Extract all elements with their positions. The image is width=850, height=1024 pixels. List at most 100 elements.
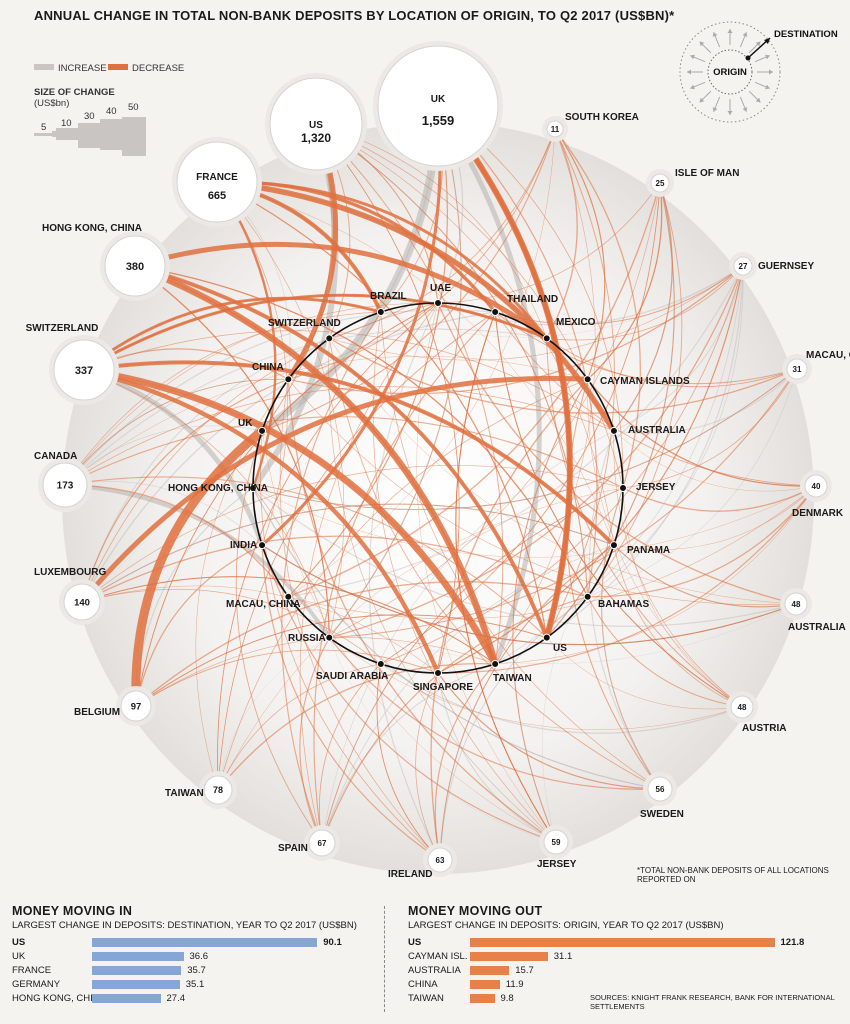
decrease-flow-ireland bbox=[261, 545, 441, 861]
destination-label-spain: SPAIN bbox=[278, 843, 308, 854]
decrease-flow-sweden bbox=[565, 379, 661, 790]
money-in-bars: US 90.1 UK 36.6 FRANCE 35.7 GERMANY 35.1 HONG KO… bbox=[12, 937, 372, 1007]
destination-label-uk: UK bbox=[431, 94, 446, 105]
decrease-flow-sweden bbox=[601, 487, 661, 790]
decrease-flow-luxembourg bbox=[81, 585, 439, 674]
direction-arrowhead bbox=[742, 32, 748, 37]
decrease-flow-sweden bbox=[328, 338, 661, 790]
destination-label-denmark: DENMARK bbox=[792, 508, 844, 519]
decrease-flow-isle-of-man bbox=[437, 182, 661, 304]
origin-node-switzerland bbox=[325, 334, 334, 343]
destination-node-isle-of-man bbox=[650, 173, 670, 193]
direction-arrowhead bbox=[727, 29, 733, 33]
increase-flow-jersey bbox=[437, 672, 557, 843]
bar-label-hong-kong-china: HONG KONG, CHINA bbox=[12, 993, 106, 1004]
direction-arrowhead bbox=[765, 54, 770, 60]
origin-node-australia bbox=[609, 426, 618, 435]
direction-arrowhead bbox=[755, 41, 761, 47]
destination-value-spain: 67 bbox=[318, 839, 327, 848]
decrease-flow-australia bbox=[613, 544, 797, 608]
increase-swatch bbox=[34, 64, 54, 70]
origin-node-us bbox=[542, 633, 551, 642]
decrease-flow-ireland bbox=[279, 379, 441, 861]
decrease-flows bbox=[64, 104, 817, 861]
decrease-flow-south-korea bbox=[546, 128, 578, 339]
destination-value-jersey: 59 bbox=[552, 838, 561, 847]
bar-value-hong-kong-china: 27.4 bbox=[166, 993, 186, 1004]
size-legend-unit: (US$bn) bbox=[34, 98, 69, 109]
decrease-flow-sweden bbox=[328, 637, 661, 790]
size-30: 30 bbox=[84, 111, 95, 122]
bar-row-hong-kong-china: HONG KONG, CHINA 27.4 bbox=[12, 993, 372, 1005]
destination-value-us: 1,320 bbox=[301, 131, 331, 145]
destination-arrowhead bbox=[764, 38, 770, 44]
decrease-flow-macau-china bbox=[622, 368, 798, 489]
decrease-flow-jersey bbox=[328, 338, 557, 843]
direction-outer-ring bbox=[679, 21, 781, 123]
decrease-flow-canada bbox=[64, 386, 615, 486]
decrease-flow-taiwan bbox=[217, 662, 496, 791]
direction-arrows bbox=[687, 29, 773, 115]
decrease-flow-denmark bbox=[288, 485, 817, 620]
origin-label-india: INDIA bbox=[230, 540, 257, 551]
decrease-flow-taiwan bbox=[217, 487, 624, 791]
destination-value-luxembourg: 140 bbox=[74, 597, 90, 608]
decrease-flow-ireland bbox=[260, 430, 441, 861]
decrease-flow-belgium bbox=[135, 614, 547, 707]
decrease-flow-isle-of-man bbox=[613, 182, 673, 432]
decrease-flow-south-korea bbox=[554, 128, 641, 489]
major-flow-switzerland bbox=[83, 360, 616, 547]
decrease-flow-belgium bbox=[135, 544, 263, 707]
origin-node-panama bbox=[609, 541, 618, 550]
decrease-flow-belgium bbox=[135, 581, 588, 707]
bar-label-cayman-isl: CAYMAN ISL. bbox=[408, 951, 468, 962]
bar-value-cayman-isl: 31.1 bbox=[553, 951, 573, 962]
bar-value-germany: 35.1 bbox=[185, 979, 205, 990]
decrease-flow-macau-china bbox=[252, 368, 798, 510]
destination-node-france bbox=[176, 141, 258, 223]
direction-arrowhead bbox=[755, 97, 761, 103]
increase-flow-guernsey bbox=[587, 265, 744, 598]
direction-arrowhead bbox=[742, 107, 748, 112]
increase-flow-austria bbox=[380, 663, 743, 734]
destination-node-belgium bbox=[120, 690, 152, 722]
decrease-flow-taiwan bbox=[217, 311, 496, 791]
decrease-flow-denmark bbox=[495, 485, 817, 665]
increase-flow-sweden bbox=[588, 430, 661, 790]
decrease-flow-south-korea bbox=[494, 128, 596, 665]
destination-value-denmark: 40 bbox=[812, 482, 821, 491]
destination-value-switzerland: 337 bbox=[75, 365, 93, 377]
destination-node-taiwan bbox=[203, 775, 233, 805]
bar-row-uk: UK 36.6 bbox=[12, 951, 372, 963]
decrease-flow-isle-of-man bbox=[587, 182, 683, 597]
bar-china bbox=[470, 980, 500, 989]
decrease-flow-isle-of-man bbox=[329, 182, 661, 638]
direction-arrowhead bbox=[690, 84, 695, 90]
bar-us bbox=[470, 938, 775, 947]
destination-label-australia: AUSTRALIA bbox=[788, 622, 846, 633]
bar-france bbox=[92, 966, 182, 975]
decrease-flow-luxembourg bbox=[81, 576, 496, 665]
decrease-flow-jersey bbox=[261, 545, 557, 843]
decrease-flow-denmark bbox=[587, 378, 817, 487]
origin-node-uae bbox=[434, 299, 442, 307]
decrease-flow-us bbox=[315, 123, 460, 674]
bar-label-us: US bbox=[408, 937, 422, 948]
size-40: 40 bbox=[106, 106, 117, 117]
origin-node-hong-kong-china bbox=[249, 484, 257, 492]
decrease-flow-guernsey bbox=[546, 265, 744, 341]
decrease-flow-denmark bbox=[587, 485, 817, 598]
size-50: 50 bbox=[128, 102, 139, 113]
decrease-flow-macau-china bbox=[494, 311, 798, 385]
decrease-flow-austria bbox=[622, 487, 743, 708]
decrease-flow-taiwan bbox=[217, 663, 381, 791]
decrease-flow-uk bbox=[288, 105, 448, 597]
money-out-subtitle: LARGEST CHANGE IN DEPOSITS: ORIGIN, YEAR… bbox=[408, 920, 724, 931]
money-in-subtitle: LARGEST CHANGE IN DEPOSITS: DESTINATION,… bbox=[12, 920, 357, 931]
destination-node-austria bbox=[730, 695, 754, 719]
origin-node-cayman-islands bbox=[583, 375, 592, 384]
size-10: 10 bbox=[61, 118, 72, 129]
destination-node-jersey bbox=[543, 829, 569, 855]
destination-node-spain bbox=[308, 829, 336, 857]
